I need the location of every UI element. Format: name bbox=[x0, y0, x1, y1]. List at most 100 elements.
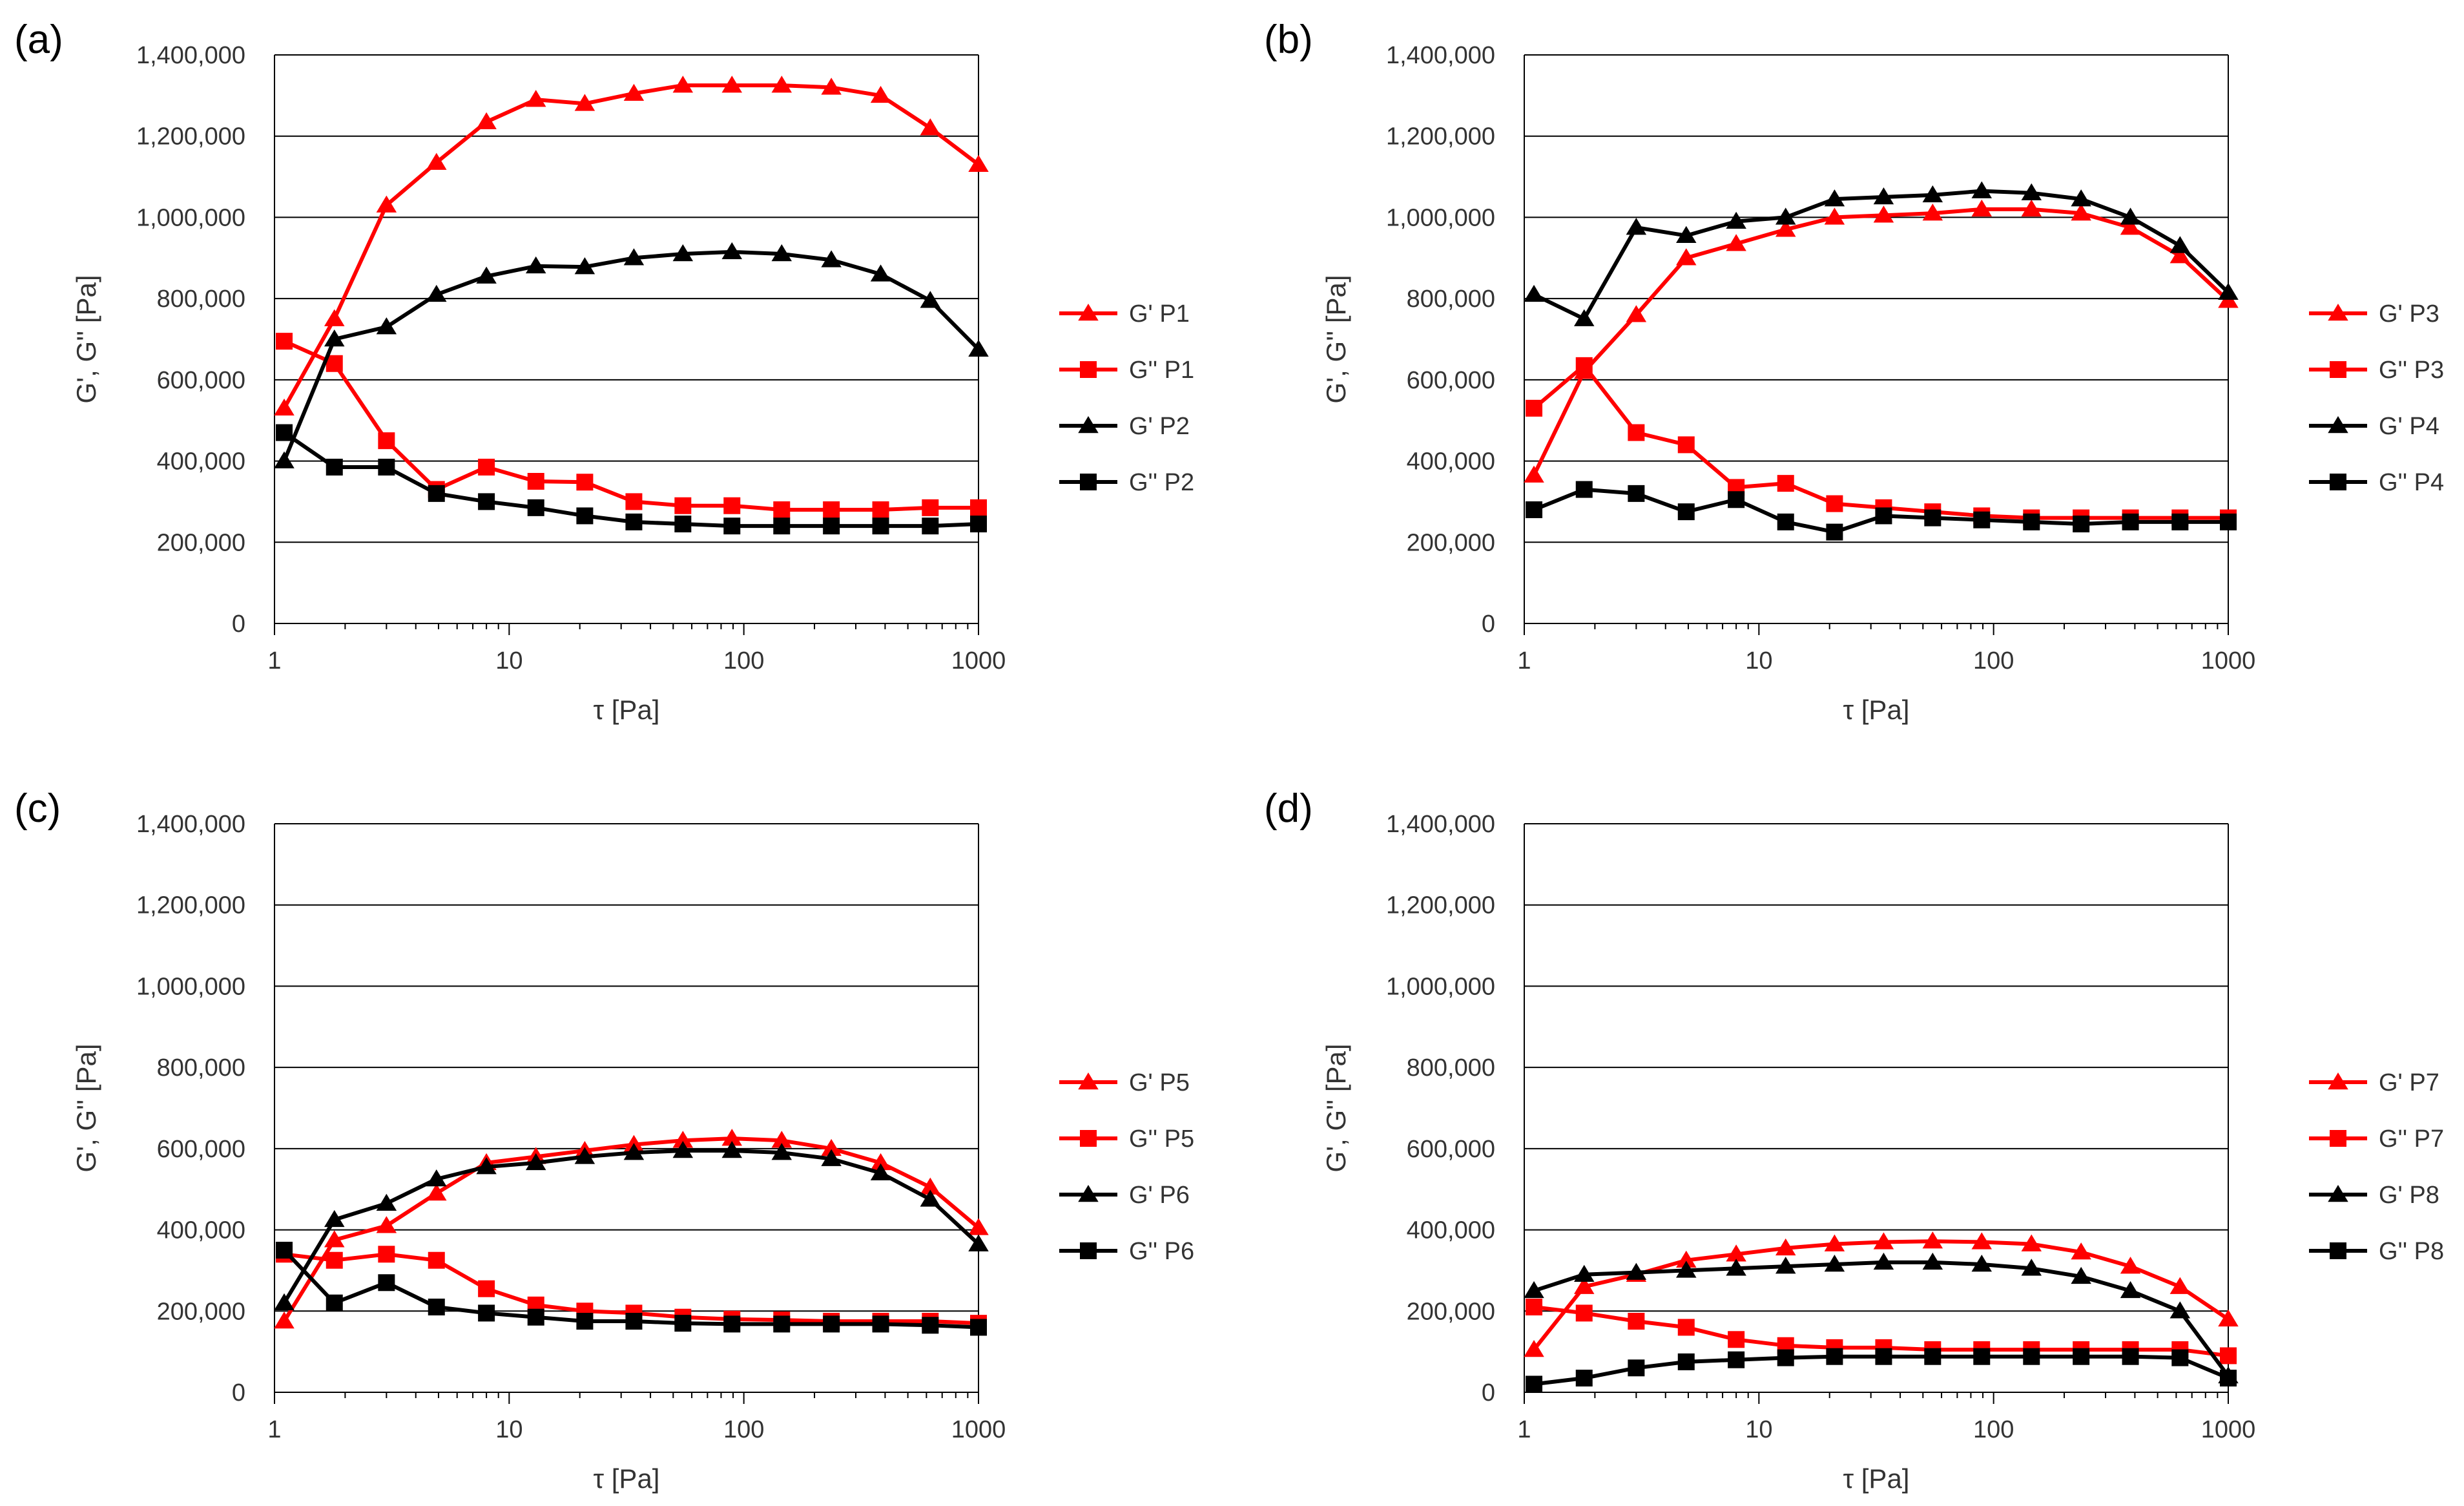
y-tick-label: 800,000 bbox=[1407, 286, 1495, 313]
data-point bbox=[1526, 1375, 1543, 1393]
data-point bbox=[2021, 1234, 2042, 1251]
data-point bbox=[721, 1129, 743, 1146]
panel-label: (a) bbox=[14, 17, 63, 62]
data-point bbox=[823, 501, 840, 518]
data-point bbox=[1573, 1277, 1595, 1294]
data-point bbox=[771, 1131, 792, 1148]
y-tick-label: 1,000,000 bbox=[1386, 973, 1495, 1000]
panel-label: (c) bbox=[14, 786, 61, 831]
data-point bbox=[1626, 1262, 1647, 1280]
legend-marker bbox=[1080, 361, 1097, 378]
data-point bbox=[2171, 1349, 2189, 1366]
x-tick-label: 1 bbox=[1517, 1416, 1531, 1443]
legend-label: G'' P3 bbox=[2379, 357, 2444, 384]
data-point bbox=[723, 518, 741, 535]
data-point bbox=[1971, 181, 1993, 198]
y-tick-label: 600,000 bbox=[1407, 1136, 1495, 1163]
y-tick-label: 1,000,000 bbox=[136, 973, 245, 1000]
data-point bbox=[378, 1274, 395, 1292]
data-point bbox=[1826, 1348, 1843, 1365]
data-point bbox=[476, 1157, 497, 1175]
data-point bbox=[1922, 204, 1943, 221]
data-point bbox=[274, 451, 295, 468]
data-point bbox=[672, 1141, 694, 1158]
x-tick-label: 1 bbox=[267, 647, 281, 675]
data-point bbox=[2169, 1301, 2191, 1319]
data-point bbox=[426, 1169, 447, 1187]
data-point bbox=[723, 497, 741, 514]
data-point bbox=[2120, 218, 2141, 235]
data-point bbox=[574, 94, 595, 111]
data-point bbox=[674, 1315, 692, 1332]
data-point bbox=[920, 1177, 941, 1195]
data-point bbox=[771, 76, 792, 93]
data-point bbox=[1777, 475, 1794, 492]
data-point bbox=[525, 90, 546, 107]
legend-marker bbox=[2328, 1185, 2348, 1202]
data-point bbox=[1677, 1353, 1695, 1370]
legend-label: G' P3 bbox=[2379, 300, 2439, 328]
x-tick-label: 100 bbox=[723, 1416, 764, 1443]
data-point bbox=[1922, 185, 1943, 203]
data-point bbox=[1726, 211, 1746, 229]
data-point bbox=[773, 518, 791, 535]
data-point bbox=[2021, 199, 2042, 217]
data-point bbox=[1826, 495, 1843, 512]
data-point bbox=[723, 1315, 741, 1333]
data-point bbox=[1728, 491, 1745, 508]
y-tick-label: 0 bbox=[1482, 1379, 1495, 1407]
x-tick-label: 1000 bbox=[951, 647, 1006, 675]
y-tick-label: 1,200,000 bbox=[1386, 892, 1495, 919]
data-point bbox=[872, 1315, 889, 1333]
data-point bbox=[476, 112, 497, 129]
legend-marker bbox=[1078, 416, 1099, 434]
y-axis-title: G', G'' [Pa] bbox=[71, 1043, 101, 1172]
data-point bbox=[2122, 1348, 2139, 1365]
data-point bbox=[1777, 1349, 1794, 1366]
data-point bbox=[478, 459, 495, 476]
data-point bbox=[2169, 1277, 2191, 1294]
legend-label: G'' P6 bbox=[1129, 1238, 1194, 1265]
data-point bbox=[1524, 465, 1544, 483]
data-point bbox=[2071, 204, 2091, 221]
x-tick-label: 100 bbox=[1973, 1416, 2014, 1443]
data-point bbox=[870, 1153, 891, 1171]
data-point bbox=[1728, 1351, 1745, 1368]
legend-label: G'' P5 bbox=[1129, 1125, 1194, 1153]
data-point bbox=[478, 1280, 495, 1297]
legend-marker bbox=[2330, 361, 2346, 378]
legend-label: G'' P8 bbox=[2379, 1238, 2444, 1265]
data-point bbox=[1676, 1260, 1697, 1278]
y-tick-label: 1,000,000 bbox=[136, 204, 245, 231]
legend-marker bbox=[2330, 1130, 2346, 1147]
data-point bbox=[968, 1218, 989, 1235]
data-point bbox=[576, 507, 594, 525]
data-point bbox=[2073, 1348, 2090, 1365]
data-point bbox=[2220, 1370, 2237, 1386]
data-point bbox=[968, 1234, 989, 1251]
data-point bbox=[2218, 282, 2239, 300]
data-point bbox=[623, 83, 645, 101]
data-point bbox=[672, 244, 694, 262]
data-point bbox=[970, 516, 987, 532]
data-point bbox=[625, 493, 643, 510]
x-tick-label: 100 bbox=[1973, 647, 2014, 675]
y-axis-title: G', G'' [Pa] bbox=[1321, 1043, 1351, 1172]
data-point bbox=[428, 1251, 445, 1269]
data-point bbox=[870, 85, 891, 103]
data-point bbox=[721, 242, 743, 260]
data-point bbox=[1575, 357, 1593, 374]
data-point bbox=[1575, 1370, 1593, 1386]
legend-marker bbox=[2328, 304, 2348, 321]
y-tick-label: 1,000,000 bbox=[1386, 204, 1495, 231]
data-point bbox=[1677, 503, 1695, 521]
data-point bbox=[274, 1293, 295, 1310]
data-point bbox=[1777, 513, 1794, 530]
data-point bbox=[1922, 1252, 1943, 1270]
chart-panel-1: (a) 0 200,000 400,000 600,000 800,000 1,000,00… bbox=[14, 17, 1194, 725]
data-point bbox=[376, 1193, 397, 1211]
data-point bbox=[1873, 205, 1894, 223]
data-point bbox=[1875, 507, 1892, 525]
x-tick-label: 1000 bbox=[2201, 1416, 2256, 1443]
data-point bbox=[1526, 399, 1543, 417]
